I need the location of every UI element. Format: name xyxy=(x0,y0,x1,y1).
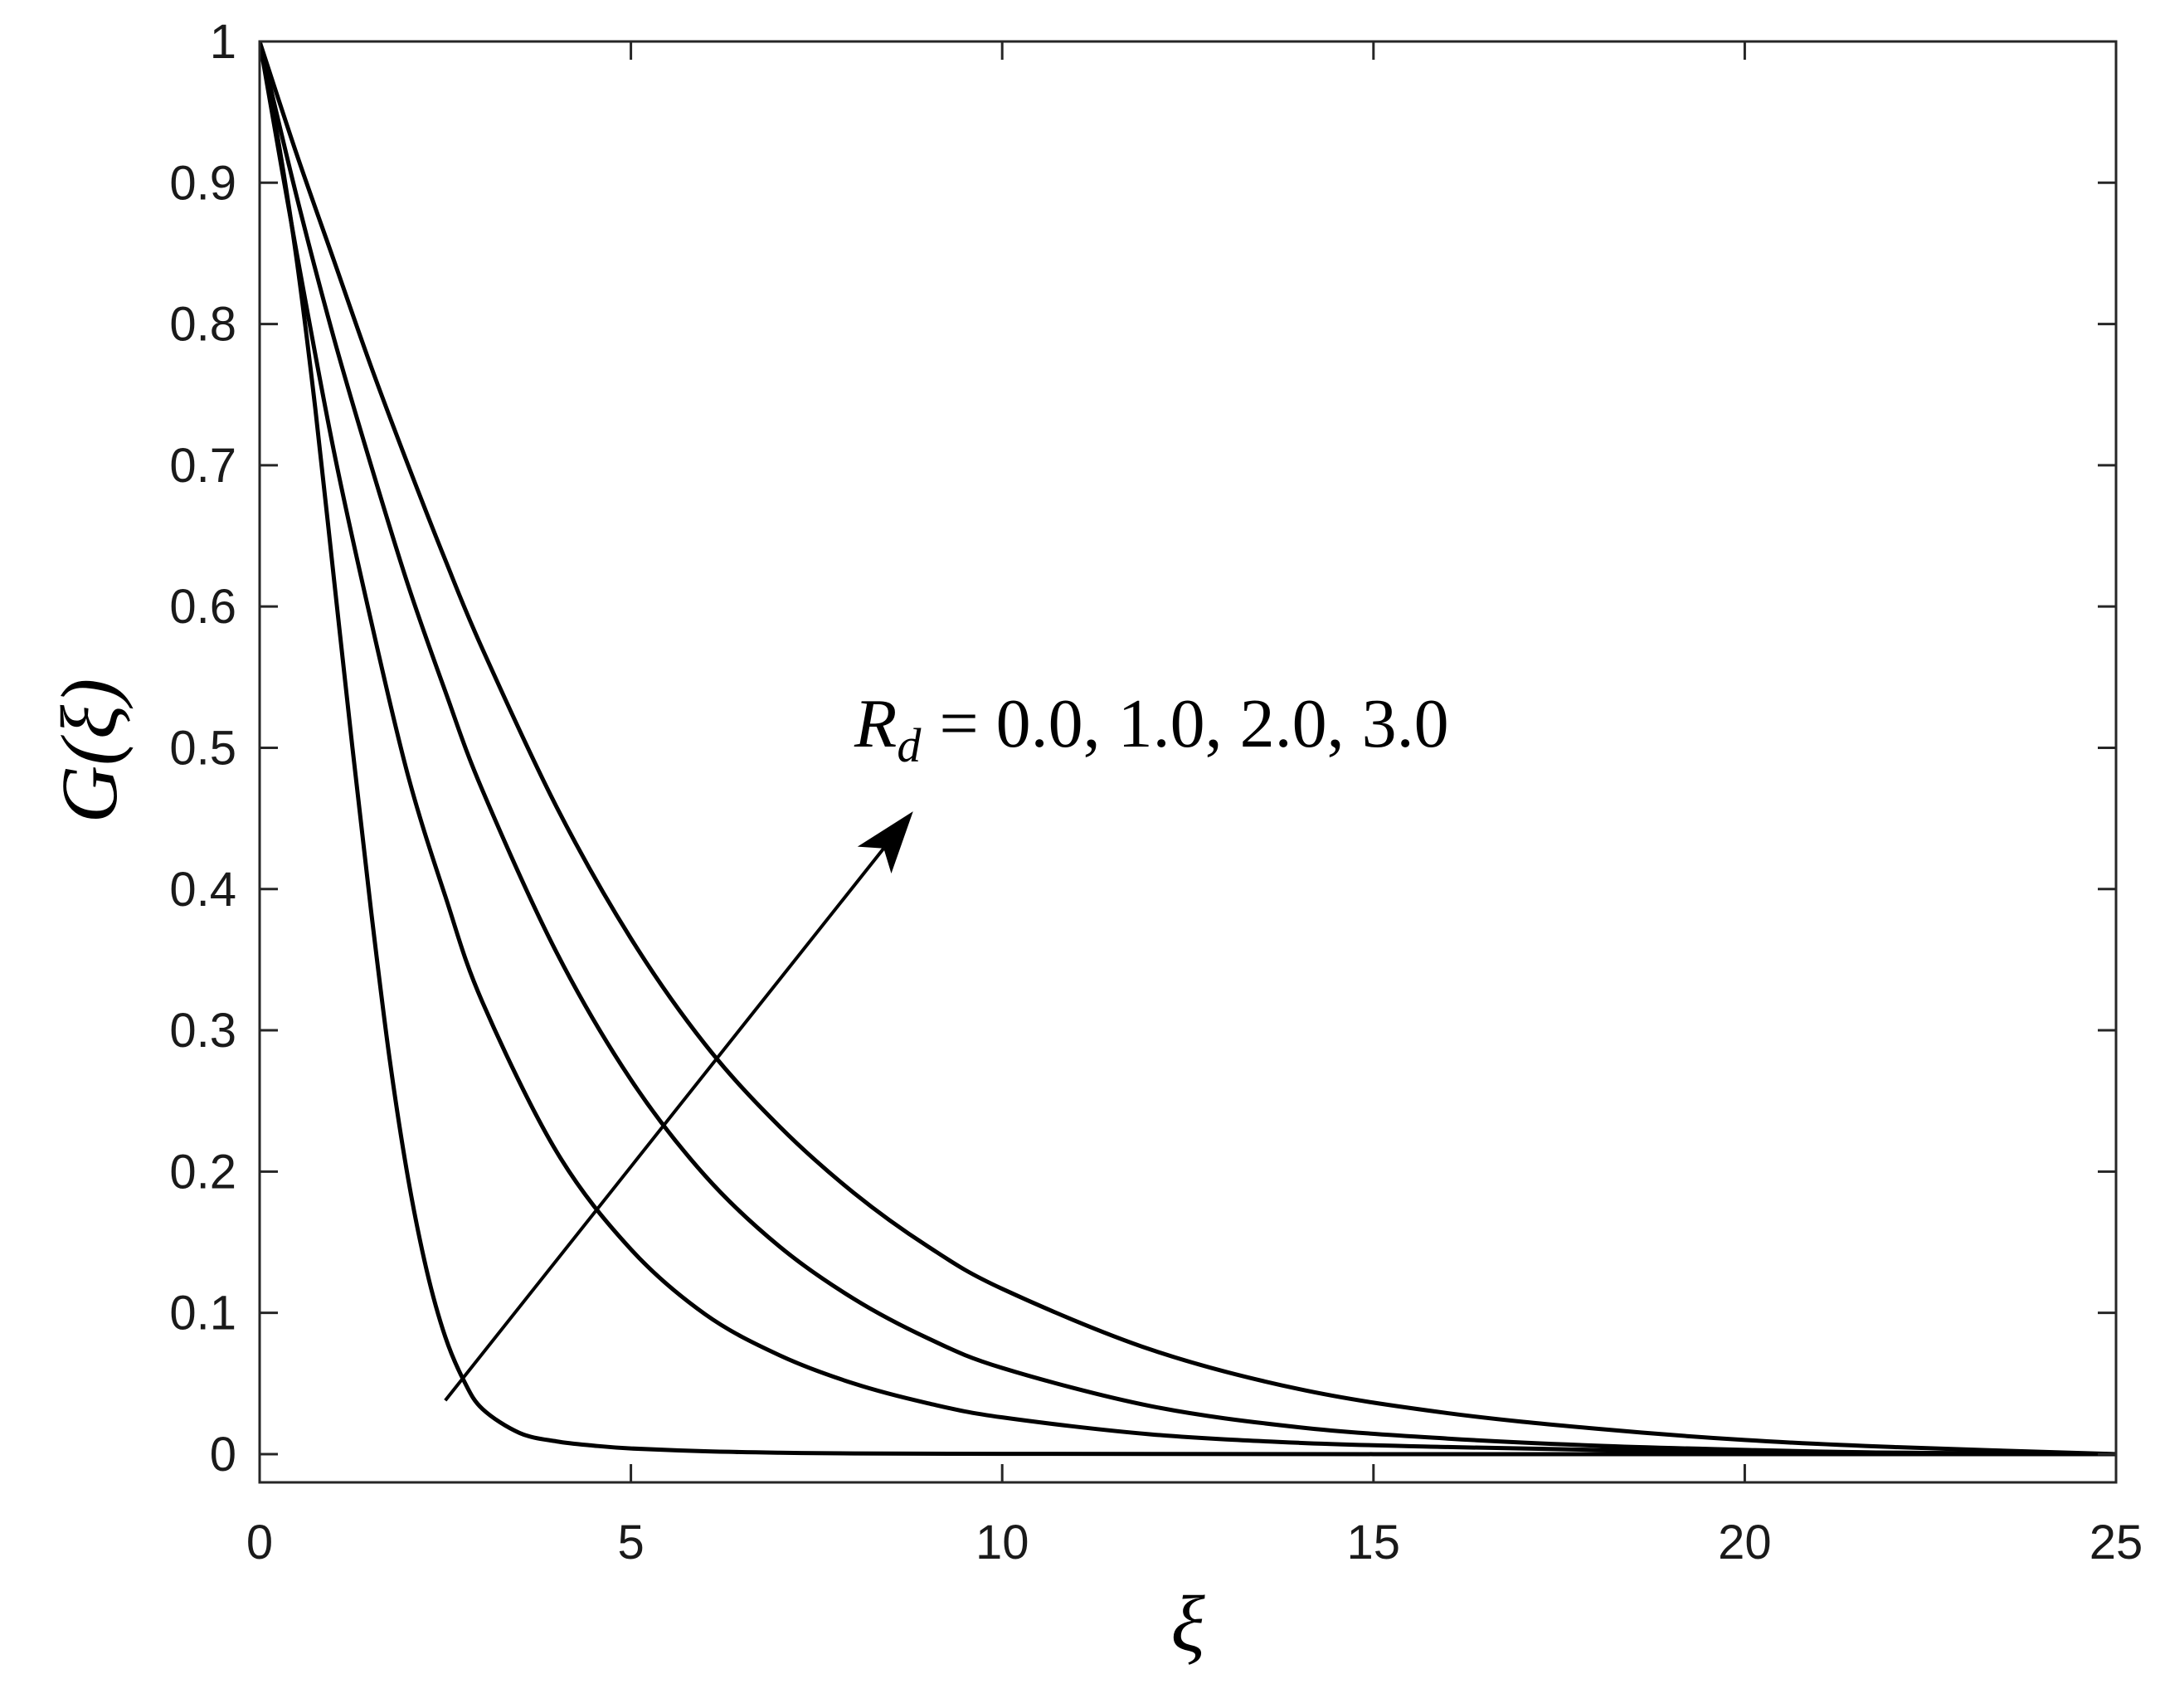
series-line-4 xyxy=(260,41,2116,1457)
annotation-rd-values: Rd = 0.0, 1.0, 2.0, 3.0 xyxy=(854,685,1449,772)
svg-text:Rd= 0.0, 1.0, 2.0, 3.0: Rd = 0.0, 1.0, 2.0, 3.0 xyxy=(854,685,1449,772)
y-axis-label: G(ξ) xyxy=(45,679,134,823)
x-axis-label: ξ xyxy=(1170,1579,1205,1668)
plot-area xyxy=(260,41,2116,1457)
ticks-layer: 0 5 10 15 20 25 0 0.1 0.2 0.3 0.4 0.5 0.6 0.7 0.8 0.9 1 xyxy=(169,15,2143,1569)
y-tick-label: 0 xyxy=(210,1428,236,1482)
series-line-3 xyxy=(260,41,2116,1457)
annotation-symbol: R xyxy=(854,685,897,762)
series-layer xyxy=(260,41,2116,1457)
x-tick-label: 10 xyxy=(975,1516,1029,1569)
y-tick-label: 0.8 xyxy=(169,298,236,352)
y-tick-label: 0.9 xyxy=(169,156,236,210)
x-tick-label: 0 xyxy=(246,1516,273,1569)
arrow-head xyxy=(857,811,913,874)
y-tick-label: 0.4 xyxy=(169,863,236,917)
y-tick-label: 0.6 xyxy=(169,580,236,634)
x-tick-label: 20 xyxy=(1718,1516,1772,1569)
y-tick-label: 0.3 xyxy=(169,1004,236,1058)
x-tick-label: 25 xyxy=(2089,1516,2143,1569)
annotation-values: = 0.0, 1.0, 2.0, 3.0 xyxy=(939,685,1448,762)
y-tick-label: 0.7 xyxy=(169,439,236,493)
y-tick-label: 1 xyxy=(210,15,236,69)
x-tick-label: 5 xyxy=(617,1516,644,1569)
annotation-arrow xyxy=(444,811,913,1402)
x-tick-label: 15 xyxy=(1347,1516,1401,1569)
axes-box xyxy=(258,40,2118,1484)
series-line-1 xyxy=(260,41,2116,1457)
series-line-2 xyxy=(260,41,2116,1457)
y-tick-label: 0.1 xyxy=(169,1287,236,1341)
annotation-subscript: d xyxy=(897,718,922,772)
y-tick-label: 0.5 xyxy=(169,721,236,775)
y-tick-label: 0.2 xyxy=(169,1145,236,1199)
arrow-shaft xyxy=(444,847,885,1402)
axes-layer xyxy=(258,40,2118,1484)
